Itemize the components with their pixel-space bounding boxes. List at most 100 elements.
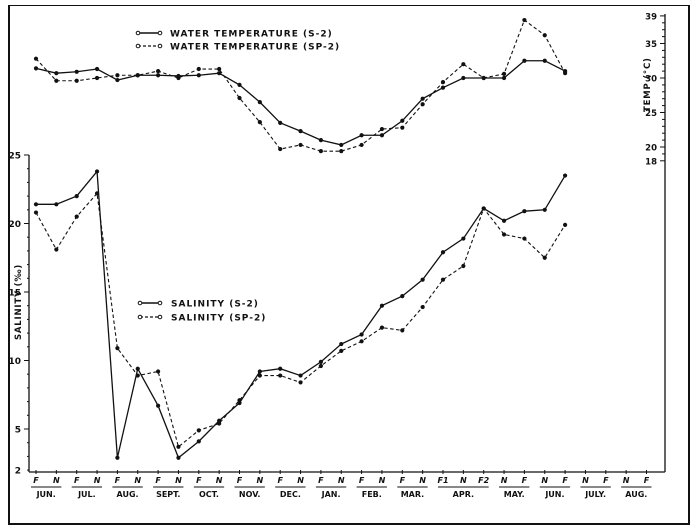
data-point <box>461 236 466 241</box>
data-point <box>501 75 507 81</box>
data-point <box>74 194 79 199</box>
x-tick-label: N <box>419 476 426 485</box>
data-point <box>278 373 283 378</box>
data-point <box>440 250 446 255</box>
month-label: MAY. <box>504 490 525 499</box>
x-tick-label: N <box>94 476 101 485</box>
data-point <box>115 77 120 83</box>
x-tick-label: N <box>623 476 630 485</box>
data-point <box>318 138 323 143</box>
data-point <box>237 398 242 403</box>
data-point <box>339 348 344 354</box>
data-point <box>74 214 79 219</box>
x-tick-label: F <box>562 476 568 485</box>
month-label: FEB. <box>362 490 382 499</box>
x-tick-label: N <box>460 476 467 485</box>
data-point <box>74 69 79 74</box>
x-tick-label: N <box>134 476 141 485</box>
data-point <box>33 210 39 215</box>
x-tick-label: N <box>379 476 386 485</box>
data-point <box>257 369 262 374</box>
data-point <box>257 100 262 105</box>
x-tick-label: F <box>603 476 609 485</box>
data-point <box>94 169 100 174</box>
month-label: JULY. <box>584 490 606 499</box>
legend-temp-s2-label: WATER TEMPERATURE (S-2) <box>170 30 333 40</box>
data-point <box>563 173 568 178</box>
data-point <box>359 339 364 344</box>
data-point <box>135 373 140 378</box>
data-point <box>135 366 140 371</box>
data-point <box>563 71 568 76</box>
data-point <box>135 73 140 78</box>
data-point <box>196 66 201 72</box>
data-point <box>257 373 262 378</box>
temp-tick-label: 18 <box>645 157 657 167</box>
data-point <box>257 120 262 125</box>
data-point <box>237 82 242 87</box>
legend-temp-sp2-label: WATER TEMPERATURE (SP-2) <box>170 43 340 53</box>
data-point <box>217 71 222 76</box>
data-point <box>542 33 547 38</box>
data-point <box>54 78 59 83</box>
x-tick-label: F <box>155 476 161 485</box>
chart-frame <box>8 5 690 525</box>
data-point <box>440 80 446 85</box>
x-tick-label: F <box>522 476 528 485</box>
salinity-axis-title: SALINITY (‰) <box>14 264 24 340</box>
month-label: AUG. <box>625 490 647 499</box>
data-point <box>501 232 507 237</box>
x-tick-label: N <box>216 476 223 485</box>
data-point <box>379 325 385 330</box>
data-point <box>298 142 303 148</box>
data-point <box>33 56 39 61</box>
month-label: AUG. <box>117 490 139 499</box>
data-point <box>339 341 344 347</box>
data-point <box>400 118 405 123</box>
x-axis-labels: F N F N F N F N F N F N F N F N F N F N F1 N F2 N F N F N F N F JUN. JUL… <box>31 470 652 499</box>
data-point <box>176 75 181 81</box>
data-point <box>379 303 385 308</box>
legend-sal-sp2-label: SALINITY (SP-2) <box>171 314 266 324</box>
data-point <box>542 255 547 260</box>
x-tick-label: F <box>196 476 202 485</box>
data-point <box>461 75 466 81</box>
x-tick-label: F <box>644 476 650 485</box>
data-point <box>196 439 201 444</box>
data-point <box>74 78 79 83</box>
data-point <box>298 373 303 378</box>
x-tick-label: N <box>53 476 60 485</box>
data-point <box>481 75 486 81</box>
data-point <box>217 421 222 426</box>
data-point <box>298 380 303 385</box>
x-tick-label: F <box>237 476 243 485</box>
temp-tick-label: 20 <box>645 144 657 154</box>
month-label: JUN. <box>36 490 56 499</box>
month-label: SEPT. <box>156 490 180 499</box>
data-point <box>54 71 59 76</box>
data-point <box>54 247 59 252</box>
data-point <box>54 202 59 207</box>
data-point <box>440 277 446 282</box>
data-point <box>298 129 303 134</box>
data-point <box>339 149 344 154</box>
data-point <box>420 102 425 107</box>
data-point <box>501 218 507 223</box>
salinity-sp2-line <box>35 192 566 448</box>
x-tick-label: F <box>115 476 121 485</box>
salinity-tick-label: 10 <box>8 357 21 367</box>
data-point <box>461 263 466 269</box>
data-point <box>481 206 486 211</box>
data-point <box>420 277 425 282</box>
x-tick-label: N <box>501 476 508 485</box>
month-label: JUN. <box>544 490 564 499</box>
data-point <box>542 207 547 212</box>
month-label: JAN. <box>321 490 341 499</box>
data-point <box>278 120 283 125</box>
data-point <box>359 142 364 148</box>
data-point <box>400 328 405 333</box>
data-point <box>115 455 120 460</box>
month-label: APR. <box>453 490 474 499</box>
x-tick-label: N <box>582 476 589 485</box>
